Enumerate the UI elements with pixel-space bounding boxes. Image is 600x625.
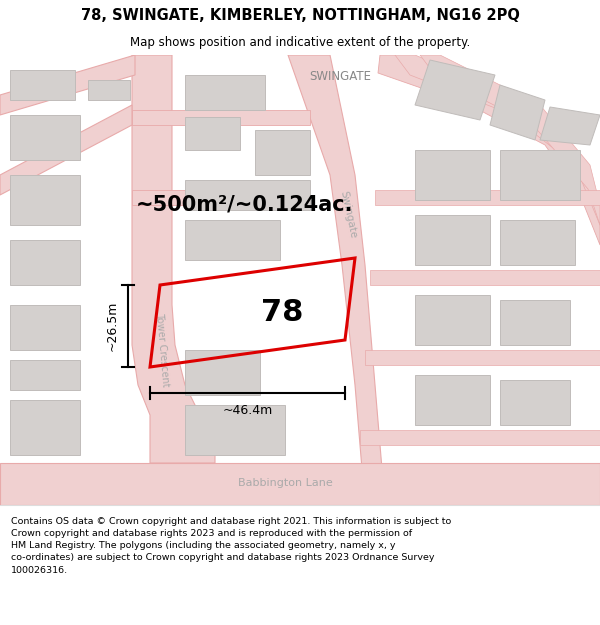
- Polygon shape: [360, 430, 600, 445]
- Polygon shape: [185, 220, 280, 260]
- Polygon shape: [288, 55, 385, 505]
- Text: ~46.4m: ~46.4m: [223, 404, 272, 418]
- Polygon shape: [395, 55, 600, 225]
- Polygon shape: [185, 180, 310, 210]
- Polygon shape: [415, 295, 490, 345]
- Polygon shape: [185, 350, 260, 395]
- Text: 78: 78: [262, 298, 304, 327]
- Text: ~500m²/~0.124ac.: ~500m²/~0.124ac.: [136, 195, 354, 215]
- Polygon shape: [10, 240, 80, 285]
- Polygon shape: [10, 360, 80, 390]
- Polygon shape: [500, 150, 580, 200]
- Text: ~26.5m: ~26.5m: [106, 301, 119, 351]
- Polygon shape: [0, 463, 600, 505]
- Text: Babbington Lane: Babbington Lane: [238, 478, 332, 488]
- Polygon shape: [490, 85, 545, 140]
- Text: Swingate: Swingate: [338, 191, 358, 239]
- Text: Map shows position and indicative extent of the property.: Map shows position and indicative extent…: [130, 36, 470, 49]
- Polygon shape: [415, 375, 490, 425]
- Polygon shape: [132, 190, 290, 205]
- Polygon shape: [378, 55, 600, 245]
- Polygon shape: [365, 350, 600, 365]
- Polygon shape: [88, 80, 130, 100]
- Polygon shape: [370, 270, 600, 285]
- Polygon shape: [540, 107, 600, 145]
- Polygon shape: [10, 175, 80, 225]
- Text: SWINGATE: SWINGATE: [309, 71, 371, 84]
- Polygon shape: [420, 55, 600, 225]
- Polygon shape: [10, 70, 75, 100]
- Polygon shape: [415, 60, 495, 120]
- Polygon shape: [185, 117, 240, 150]
- Polygon shape: [185, 75, 265, 110]
- Text: Tower Crescent: Tower Crescent: [154, 312, 170, 388]
- Text: 78, SWINGATE, KIMBERLEY, NOTTINGHAM, NG16 2PQ: 78, SWINGATE, KIMBERLEY, NOTTINGHAM, NG1…: [80, 8, 520, 23]
- Polygon shape: [185, 405, 285, 455]
- Polygon shape: [415, 215, 490, 265]
- Polygon shape: [500, 380, 570, 425]
- Polygon shape: [10, 305, 80, 350]
- Polygon shape: [375, 190, 600, 205]
- Polygon shape: [132, 110, 310, 125]
- Polygon shape: [0, 105, 132, 195]
- Polygon shape: [0, 55, 135, 115]
- Text: Contains OS data © Crown copyright and database right 2021. This information is : Contains OS data © Crown copyright and d…: [11, 517, 451, 574]
- Polygon shape: [255, 130, 310, 175]
- Polygon shape: [500, 220, 575, 265]
- Polygon shape: [500, 300, 570, 345]
- Polygon shape: [132, 55, 215, 463]
- Polygon shape: [10, 115, 80, 160]
- Polygon shape: [415, 150, 490, 200]
- Polygon shape: [10, 400, 80, 455]
